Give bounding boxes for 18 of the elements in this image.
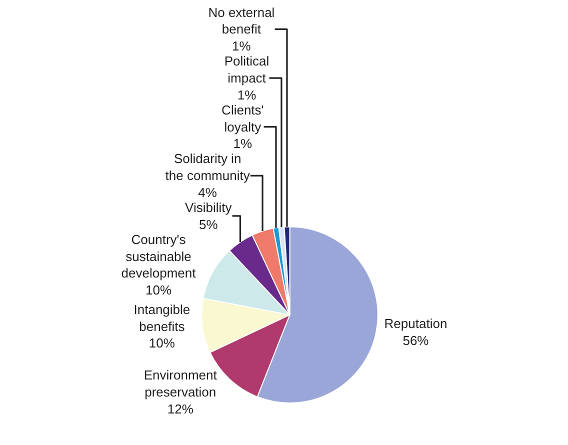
slice-label: Clients' loyalty (222, 102, 264, 134)
data-label: 4% (198, 185, 218, 200)
data-label: 1% (232, 38, 252, 54)
slice-label: Intangible benefits (134, 302, 190, 334)
data-label: 1% (237, 87, 257, 102)
slice-label: No external benefit (208, 4, 275, 37)
data-label: 10% (148, 336, 176, 351)
data-label: 5% (199, 216, 218, 232)
slice-label: Country's sustainable development (121, 232, 196, 281)
slice-label: Reputation (384, 316, 448, 331)
data-label: 10% (146, 282, 172, 298)
data-label: 12% (167, 401, 194, 416)
slice-label: Political impact (224, 54, 270, 86)
slice-label: Environment preservation (144, 368, 218, 400)
data-label: 1% (233, 136, 252, 152)
data-label: 56% (402, 332, 430, 348)
slice-label: Solidarity in the community (165, 151, 250, 184)
slice-label: Visibility (185, 200, 232, 216)
